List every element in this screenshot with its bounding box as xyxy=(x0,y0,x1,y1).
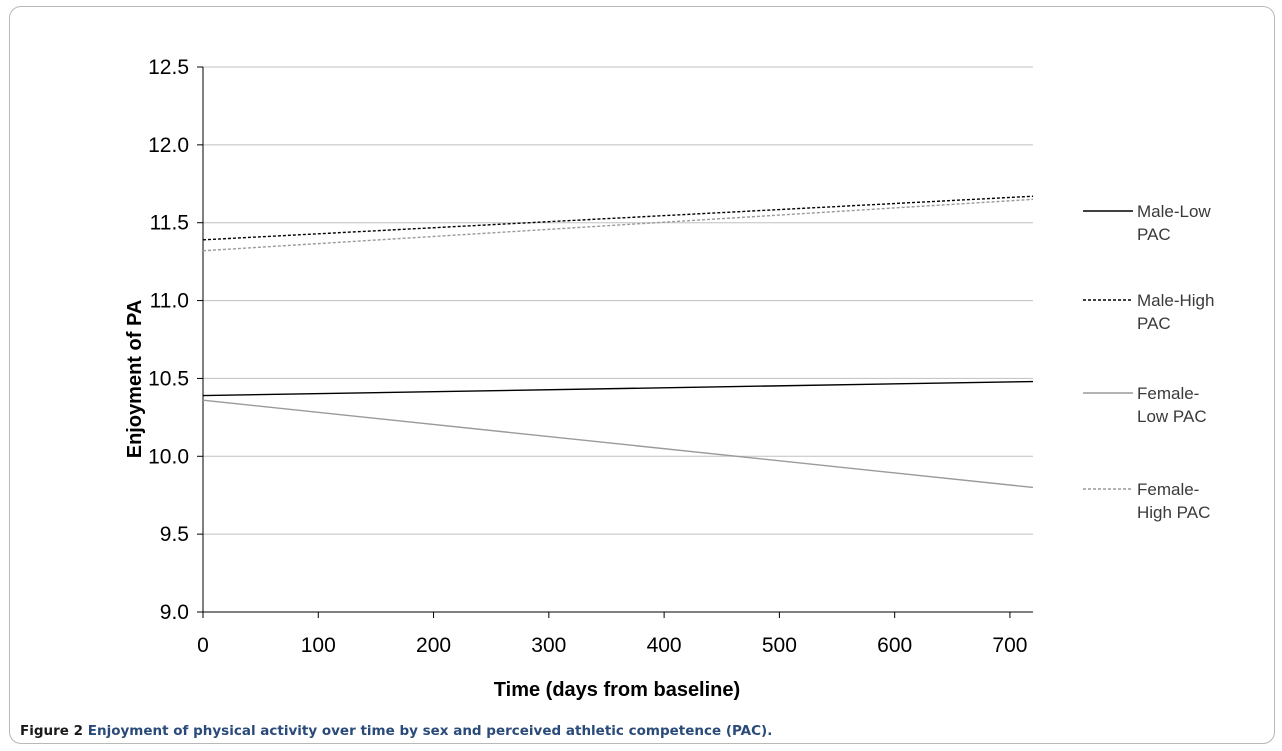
x-axis-title: Time (days from baseline) xyxy=(494,679,740,701)
x-tick-label: 100 xyxy=(301,634,336,657)
y-tick-label: 12.5 xyxy=(148,56,189,79)
x-tick-labels: 0 100 200 300 400 500 600 700 xyxy=(197,634,1027,657)
x-tick-label: 700 xyxy=(992,634,1027,657)
figure-caption: Figure 2 Enjoyment of physical activity … xyxy=(20,723,772,739)
legend-label: Female- xyxy=(1137,384,1199,403)
x-tick-label: 0 xyxy=(197,634,209,657)
series-lines xyxy=(202,195,1034,489)
figure-number: Figure 2 xyxy=(20,723,84,739)
legend-label: Female- xyxy=(1137,480,1199,499)
y-tick-label: 12.0 xyxy=(148,134,189,157)
y-tick-label: 10.5 xyxy=(148,367,189,390)
series-line xyxy=(202,198,1034,252)
series-line xyxy=(202,195,1034,241)
legend-label: Male-Low xyxy=(1137,202,1211,221)
figure-caption-text: Enjoyment of physical activity over time… xyxy=(87,723,773,739)
series-line xyxy=(202,399,1034,489)
legend-label: Male-High xyxy=(1137,291,1214,310)
y-tick-label: 9.5 xyxy=(160,523,189,546)
x-tick-label: 200 xyxy=(416,634,451,657)
y-tick-label: 9.0 xyxy=(160,601,189,624)
gridlines xyxy=(203,66,1033,535)
axes xyxy=(197,66,1033,618)
y-tick-labels: 9.0 9.5 10.0 10.5 11.0 11.5 12.0 12.5 xyxy=(148,56,189,624)
legend-label: Low PAC xyxy=(1137,407,1207,426)
y-tick-label: 10.0 xyxy=(148,445,189,468)
y-tick-label: 11.0 xyxy=(150,290,189,313)
x-tick-label: 500 xyxy=(762,634,797,657)
y-tick-label: 11.5 xyxy=(150,212,189,235)
legend-label: PAC xyxy=(1137,314,1171,333)
legend-label: PAC xyxy=(1137,225,1171,244)
x-tick-label: 300 xyxy=(531,634,566,657)
figure-frame xyxy=(9,6,1275,744)
series-line xyxy=(202,380,1034,397)
x-tick-label: 600 xyxy=(877,634,912,657)
legend-label: High PAC xyxy=(1137,503,1210,522)
x-tick-label: 400 xyxy=(647,634,682,657)
y-axis-title: Enjoyment of PA xyxy=(124,300,146,459)
legend: Male-Low PAC Male-High PAC Female- Low PAC Fem… xyxy=(1083,202,1214,522)
